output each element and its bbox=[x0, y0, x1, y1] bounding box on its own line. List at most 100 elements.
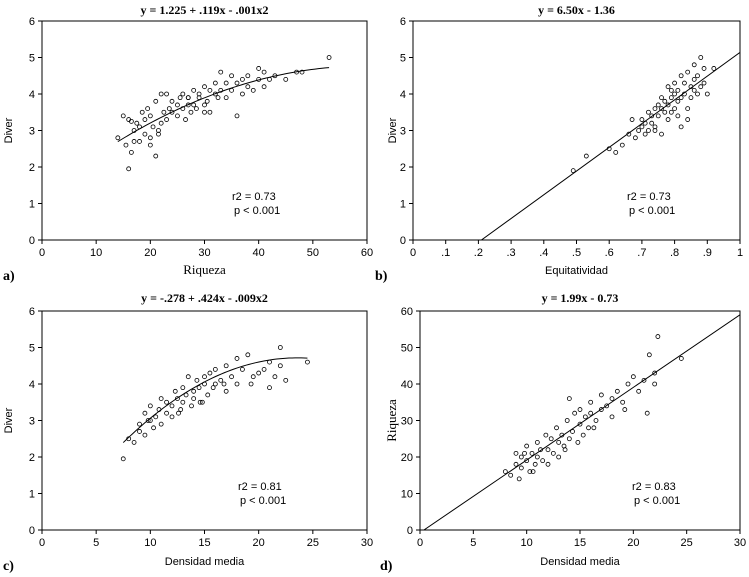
data-point bbox=[207, 370, 213, 376]
data-point bbox=[518, 465, 524, 471]
data-point bbox=[180, 91, 186, 97]
data-point bbox=[193, 106, 199, 111]
data-point bbox=[137, 429, 142, 434]
data-point bbox=[156, 131, 161, 137]
y-tick-label: 2 bbox=[29, 452, 35, 464]
data-point bbox=[218, 377, 224, 383]
data-point bbox=[678, 95, 684, 101]
data-point bbox=[221, 381, 227, 387]
x-tick-label: .7 bbox=[637, 247, 646, 259]
data-point bbox=[229, 374, 234, 380]
data-point bbox=[250, 374, 256, 380]
y-tick-label: 0 bbox=[400, 235, 406, 247]
y-axis-label: Diver bbox=[3, 407, 15, 433]
data-point bbox=[272, 374, 278, 380]
data-point bbox=[586, 425, 591, 431]
data-point bbox=[128, 149, 134, 155]
data-point bbox=[245, 73, 251, 79]
data-point bbox=[502, 469, 508, 475]
data-point bbox=[272, 73, 278, 79]
x-tick-label: 25 bbox=[307, 537, 319, 549]
data-point bbox=[147, 403, 153, 409]
data-point bbox=[191, 102, 197, 108]
data-point bbox=[147, 135, 153, 141]
data-point bbox=[178, 407, 184, 412]
x-tick-label: 10 bbox=[521, 537, 533, 549]
x-tick-label: 0 bbox=[410, 247, 416, 259]
data-point bbox=[153, 414, 159, 420]
data-point bbox=[641, 377, 647, 383]
panel-label: d) bbox=[380, 559, 393, 574]
data-point bbox=[534, 439, 540, 445]
data-point bbox=[191, 396, 197, 402]
plot-frame bbox=[41, 310, 368, 531]
data-point bbox=[212, 381, 218, 387]
data-point bbox=[139, 109, 145, 115]
data-point bbox=[682, 80, 687, 86]
panel-a: 0 10 20 30 40 50 60 0 1 2 3 4 5 6 y = 1.225 + .119x - … bbox=[3, 3, 373, 284]
data-point bbox=[169, 109, 175, 115]
data-point bbox=[177, 95, 183, 101]
y-axis-label: Riqueza bbox=[384, 399, 399, 442]
data-point bbox=[704, 91, 710, 97]
data-point bbox=[655, 334, 661, 339]
x-axis-label: Densidad media bbox=[165, 556, 245, 568]
data-point bbox=[672, 106, 677, 111]
data-point bbox=[691, 87, 697, 93]
x-tick-label: 0 bbox=[39, 537, 45, 549]
y-tick-label: 3 bbox=[29, 416, 35, 428]
data-point bbox=[223, 95, 229, 101]
data-point bbox=[169, 414, 175, 420]
data-point bbox=[630, 374, 636, 380]
data-point bbox=[588, 399, 594, 405]
data-point bbox=[153, 153, 159, 159]
x-tick-label: 0 bbox=[39, 247, 45, 259]
x-tick-label: 20 bbox=[144, 247, 156, 259]
data-point bbox=[156, 407, 162, 412]
data-point bbox=[207, 109, 213, 115]
data-point bbox=[606, 146, 612, 152]
data-point bbox=[115, 135, 121, 141]
data-point bbox=[659, 95, 664, 101]
data-point bbox=[202, 102, 207, 108]
data-point bbox=[261, 69, 267, 75]
data-point bbox=[175, 102, 180, 108]
fit-line bbox=[117, 67, 330, 143]
data-point bbox=[698, 84, 704, 90]
data-point bbox=[622, 407, 628, 412]
data-point bbox=[659, 106, 664, 111]
y-tick-label: 1 bbox=[29, 489, 35, 501]
data-point bbox=[161, 109, 167, 115]
data-point bbox=[646, 128, 651, 133]
data-point bbox=[326, 55, 332, 60]
stat-text: p < 0.001 bbox=[234, 205, 280, 217]
y-tick-label: 10 bbox=[401, 489, 413, 501]
data-point bbox=[218, 87, 224, 93]
data-point bbox=[591, 425, 597, 431]
y-tick-label: 20 bbox=[401, 452, 413, 464]
data-point bbox=[137, 421, 142, 427]
data-point bbox=[564, 418, 570, 423]
data-point bbox=[691, 62, 697, 68]
x-axis-label: Densidad media bbox=[540, 556, 620, 568]
y-tick-label: 5 bbox=[400, 53, 406, 65]
data-point bbox=[609, 396, 615, 402]
data-point bbox=[668, 109, 674, 115]
data-point bbox=[147, 418, 153, 423]
x-tick-label: .4 bbox=[539, 247, 548, 259]
y-tick-label: 2 bbox=[29, 162, 35, 174]
data-point bbox=[180, 399, 186, 405]
data-point bbox=[164, 91, 169, 97]
data-point bbox=[614, 388, 620, 394]
data-point bbox=[655, 113, 661, 119]
data-point bbox=[682, 91, 687, 97]
data-point bbox=[570, 429, 575, 434]
data-point bbox=[675, 98, 681, 104]
data-point bbox=[593, 418, 599, 423]
data-point bbox=[701, 80, 707, 86]
data-point bbox=[540, 458, 546, 464]
y-tick-label: 3 bbox=[29, 126, 35, 138]
chart-title: y = 6.50x - 1.36 bbox=[538, 3, 615, 17]
data-point bbox=[131, 439, 137, 445]
data-point bbox=[632, 135, 638, 141]
